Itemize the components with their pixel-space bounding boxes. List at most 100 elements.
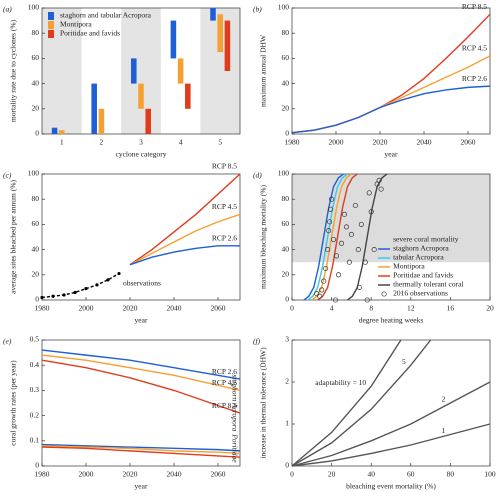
observation-point xyxy=(319,287,325,293)
x-tick-label: 0 xyxy=(290,304,294,313)
observation-marker xyxy=(106,278,110,282)
y-tick-label: 0 xyxy=(35,295,39,304)
x-tick-label: 2000 xyxy=(329,138,344,147)
y-tick-label: 0 xyxy=(35,129,39,138)
x-axis-label: year xyxy=(385,150,398,159)
y-tick-label: 1 xyxy=(285,419,289,428)
x-tick-label: 16 xyxy=(447,304,455,313)
observation-point xyxy=(378,186,384,192)
panel-label: (d) xyxy=(253,171,262,180)
panel-label: (e) xyxy=(3,337,12,346)
x-tick-label: 2020 xyxy=(373,138,388,147)
x-tick-label: 2040 xyxy=(417,138,432,147)
y-tick-label: 0.5 xyxy=(30,335,40,344)
group-label: staghorn Acropora xyxy=(230,375,239,432)
x-tick-label: 0 xyxy=(290,470,294,479)
legend-swatch xyxy=(381,236,388,244)
y-tick-label: 80 xyxy=(282,28,290,37)
series-line xyxy=(41,349,241,380)
observation-point xyxy=(329,196,335,202)
legend-swatch xyxy=(48,30,54,38)
range-bar xyxy=(138,83,144,109)
x-tick-label: 2000 xyxy=(79,470,94,479)
legend-swatch xyxy=(48,21,54,29)
legend-label: tabular Acropora xyxy=(393,253,444,262)
range-bar xyxy=(91,83,97,134)
plot-frame xyxy=(41,173,241,301)
range-bar xyxy=(217,14,223,53)
series-label: RCP 2.6 xyxy=(462,74,487,83)
x-tick-label: 80 xyxy=(447,470,455,479)
series-line xyxy=(41,359,241,414)
range-bar xyxy=(131,58,137,84)
series-line xyxy=(347,173,388,301)
observation-point xyxy=(368,209,374,215)
series-label: RCP 4.5 xyxy=(212,202,237,211)
legend-label: Poritidae and favids xyxy=(60,29,120,38)
x-tick-label: 1980 xyxy=(35,304,50,313)
series-label: observations xyxy=(123,278,161,287)
y-tick-label: 100 xyxy=(278,3,290,12)
x-axis-label: year xyxy=(135,482,148,491)
series-label: RCP 4.5 xyxy=(212,378,237,387)
series-line xyxy=(129,245,240,266)
observation-point xyxy=(325,247,331,253)
series-line xyxy=(291,55,491,134)
severe-band xyxy=(292,174,490,263)
x-tick-label: 1980 xyxy=(35,470,50,479)
y-tick-label: 0.3 xyxy=(30,385,40,394)
series-line xyxy=(291,339,432,467)
observation-point xyxy=(356,284,362,290)
group-label: Poritidae xyxy=(230,433,239,463)
observation-point xyxy=(371,247,377,253)
observation-point xyxy=(333,253,340,259)
series-label: 2 xyxy=(442,395,446,404)
observation-point xyxy=(326,228,332,234)
y-tick-label: 0.1 xyxy=(30,436,40,445)
observation-point xyxy=(348,231,354,238)
y-tick-label: 20 xyxy=(32,104,40,113)
plot-frame xyxy=(41,339,241,467)
y-tick-label: 0 xyxy=(285,129,289,138)
x-tick-label: 2040 xyxy=(167,304,182,313)
series-line xyxy=(291,339,402,467)
y-tick-label: 80 xyxy=(32,28,40,37)
y-axis-label: average sites bleached per annum (%) xyxy=(9,180,18,294)
y-tick-label: 40 xyxy=(32,78,40,87)
x-tick-label: 4 xyxy=(330,304,334,313)
observation-point xyxy=(366,190,372,196)
y-axis-label: maximum bleaching mortality (%) xyxy=(259,185,268,289)
y-tick-label: 80 xyxy=(32,194,40,203)
x-tick-label: 2000 xyxy=(79,304,94,313)
x-axis-label: degree heating weeks xyxy=(359,316,424,325)
y-tick-label: 0 xyxy=(35,461,39,470)
legend-label: Montipora xyxy=(393,262,425,271)
observation-point xyxy=(358,221,364,227)
observation-point xyxy=(328,206,334,212)
legend-swatch xyxy=(48,12,54,20)
series-label: adaptability = 10 xyxy=(315,378,366,387)
y-tick-label: 40 xyxy=(32,244,40,253)
series-label: 5 xyxy=(402,357,406,366)
y-tick-label: 100 xyxy=(28,169,40,178)
series-label: RCP 8.5 xyxy=(212,401,237,410)
y-tick-label: 20 xyxy=(282,104,290,113)
y-axis-label: maximum annual DHW xyxy=(259,34,268,107)
series-label: RCP 2.6 xyxy=(212,367,237,376)
x-tick-label: 2020 xyxy=(123,304,138,313)
series-label: RCP 8.5 xyxy=(462,2,487,11)
plot-frame xyxy=(291,173,491,301)
x-tick-label: 20 xyxy=(486,304,494,313)
y-tick-label: 0.2 xyxy=(30,410,40,419)
series-label: 1 xyxy=(442,426,446,435)
x-tick-label: 2060 xyxy=(211,304,226,313)
x-tick-label: 2060 xyxy=(461,138,476,147)
observation-point xyxy=(364,297,370,303)
series-line xyxy=(41,446,241,458)
x-tick-label: 60 xyxy=(407,470,415,479)
y-tick-label: 60 xyxy=(282,53,290,62)
y-tick-label: 0 xyxy=(285,295,289,304)
legend-label: 2016 observations xyxy=(393,289,448,298)
observation-marker xyxy=(84,287,88,291)
observation-point xyxy=(333,297,339,303)
